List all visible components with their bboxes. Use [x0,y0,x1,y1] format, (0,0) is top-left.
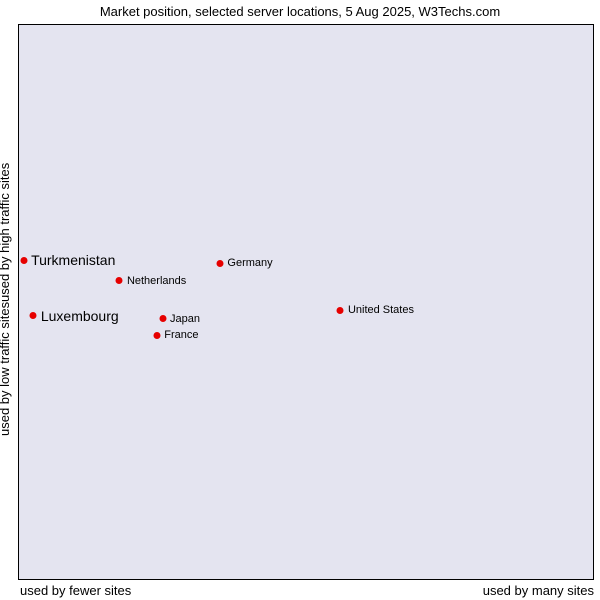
point-label: France [164,329,198,341]
data-point: Luxembourg [30,308,119,324]
data-point: France [153,329,198,341]
data-point: Germany [216,257,272,269]
scatter-marker [114,276,124,286]
x-axis-right-label: used by many sites [483,583,594,598]
scatter-marker [28,311,38,321]
chart-title: Market position, selected server locatio… [0,4,600,19]
point-label: Germany [227,257,272,269]
y-axis-top-label: used by high traffic sites [0,24,12,302]
x-axis-left-label: used by fewer sites [20,583,131,598]
point-label: Turkmenistan [31,252,115,268]
scatter-marker [152,330,162,340]
point-label: Luxembourg [41,308,119,324]
point-label: Japan [170,313,200,325]
point-label: United States [348,304,414,316]
scatter-marker [19,255,29,265]
plot-area: Turkmenistan Luxembourg Netherlands Germany… [18,24,594,580]
scatter-chart: Market position, selected server locatio… [0,0,600,600]
scatter-marker [158,314,168,324]
data-point: Netherlands [116,275,186,287]
point-label: Netherlands [127,275,186,287]
data-point: Japan [159,313,200,325]
y-axis-bottom-label: used by low traffic sites [0,302,12,580]
data-point: Turkmenistan [20,252,115,268]
scatter-marker [335,305,345,315]
data-point: United States [337,304,414,316]
scatter-marker [215,258,225,268]
